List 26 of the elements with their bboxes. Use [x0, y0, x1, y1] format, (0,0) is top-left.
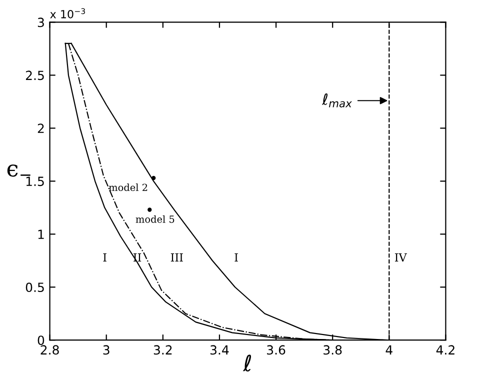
x-tick-label: 3.6 [267, 345, 286, 355]
annotation: IV [394, 253, 407, 262]
y-tick-label: 0.5 [26, 282, 44, 292]
x-axis-title: ℓ [242, 354, 251, 372]
y-tick-label: 1.5 [26, 176, 44, 186]
y-tick-label: 3 [38, 18, 44, 28]
x-tick-label: 3.2 [154, 345, 172, 355]
annotation: model 5 [136, 215, 174, 223]
y-tick-label: 0 [38, 336, 44, 346]
annotation: III [170, 253, 183, 262]
annotation: model 2 [108, 184, 148, 192]
annotation: I [234, 253, 238, 262]
y-tick-label: 1 [38, 230, 44, 239]
y-tick-label: 2.5 [26, 70, 44, 80]
x-tick-label: 3.4 [210, 345, 229, 355]
x-tick-label: 3.8 [324, 345, 342, 355]
x-tick-label: 4.2 [436, 345, 454, 354]
x-tick-label: 2.8 [40, 345, 59, 355]
text: x 10$^{−3}$ [50, 8, 85, 18]
x-tick-label: 4 [386, 345, 392, 354]
annotation: ℓ$_{max}$ [322, 93, 352, 108]
y-axis-title: ϵ$_{−}$ [7, 164, 30, 177]
annotation: II [134, 253, 142, 262]
y-tick-label: 2 [38, 124, 44, 133]
annotation: I [103, 253, 106, 262]
x-tick-label: 3 [103, 345, 110, 355]
